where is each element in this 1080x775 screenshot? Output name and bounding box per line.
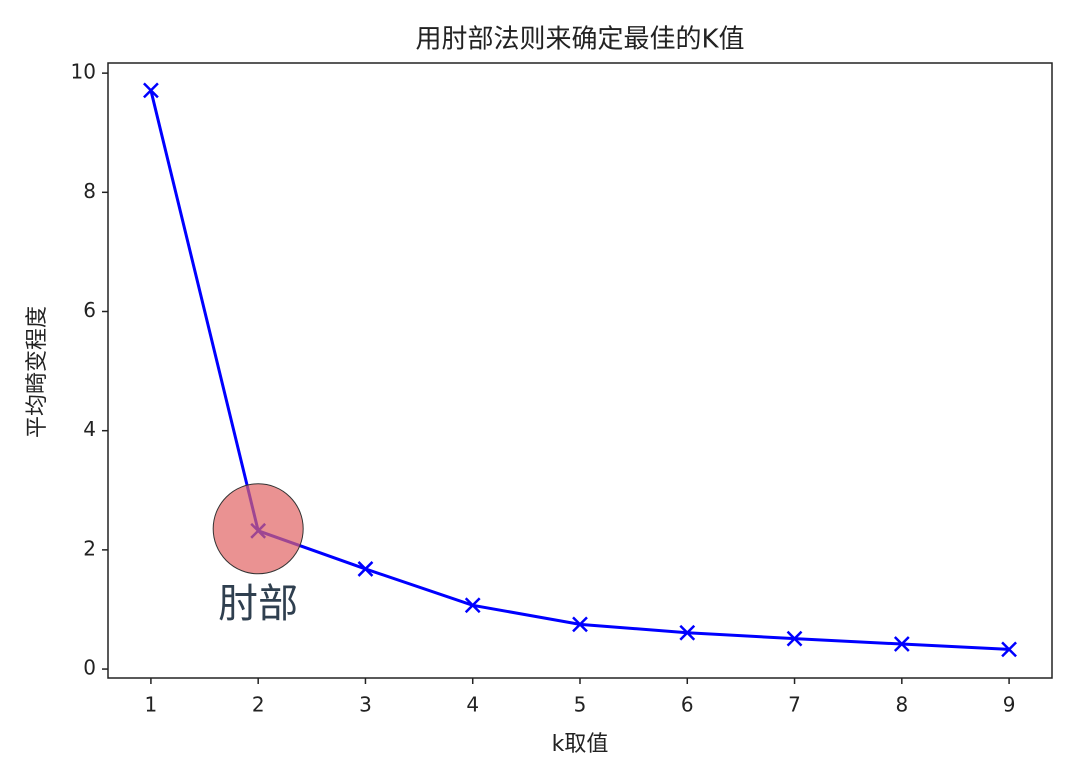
y-tick-label: 4 [83, 417, 96, 441]
x-tick-label: 9 [1003, 693, 1016, 717]
x-marker [1001, 641, 1017, 658]
x-marker [357, 561, 374, 577]
annotation: 肘部 [218, 581, 298, 627]
y-tick-label: 6 [83, 298, 96, 322]
x-tick-label: 3 [359, 693, 372, 717]
y-tick-label: 2 [83, 536, 96, 560]
x-tick-label: 1 [145, 693, 158, 717]
y-axis-label: 平均畸变程度 [25, 306, 50, 438]
x-axis-label: k取值 [552, 732, 609, 757]
x-marker [464, 597, 481, 614]
x-tick-label: 8 [895, 693, 908, 717]
chart-title: 用肘部法则来确定最佳的K值 [415, 25, 744, 55]
highlight-circle [212, 483, 304, 575]
x-tick-label: 6 [681, 693, 694, 717]
y-tick-label: 10 [71, 60, 96, 84]
plot-frame [107, 62, 1053, 679]
x-marker [893, 636, 910, 652]
x-marker [572, 616, 588, 633]
x-tick-label: 7 [788, 693, 801, 717]
x-tick-label: 2 [252, 693, 265, 717]
x-marker [786, 630, 803, 647]
x-tick-label: 5 [574, 693, 587, 717]
y-tick-label: 0 [83, 656, 96, 680]
x-marker [143, 82, 159, 99]
x-marker [679, 624, 696, 641]
x-tick-label: 4 [466, 693, 479, 717]
y-tick-label: 8 [83, 179, 96, 203]
